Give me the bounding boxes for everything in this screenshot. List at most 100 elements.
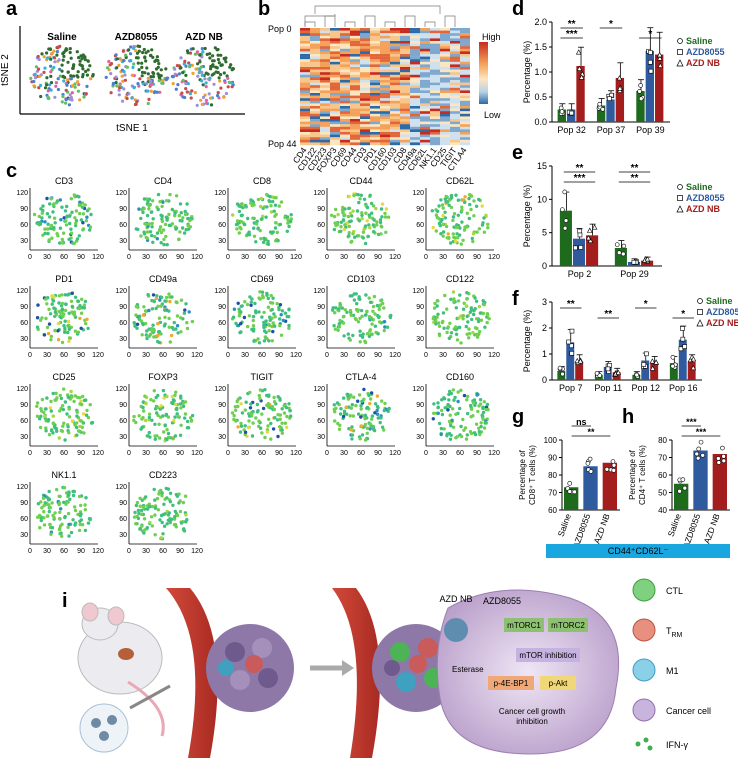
tsne-point — [146, 72, 150, 76]
heatmap-cell — [460, 56, 470, 60]
marker-plot-ytick: 120 — [412, 190, 424, 197]
marker-plot-point — [42, 516, 46, 520]
heatmap-cell — [350, 67, 360, 70]
tsne-point — [75, 50, 79, 54]
heatmap-cell — [360, 90, 370, 94]
marker-plot-point — [62, 421, 66, 425]
marker-plot-point — [442, 326, 446, 330]
marker-plot-point — [352, 395, 356, 399]
tsne-point — [85, 84, 89, 88]
marker-plot-point — [61, 407, 65, 412]
marker-plot-xtick: 120 — [290, 450, 302, 457]
marker-plot-point — [65, 412, 69, 416]
marker-plot-point — [179, 521, 184, 525]
tsne-point — [132, 46, 136, 50]
heatmap-cell — [320, 113, 330, 117]
marker-plot-xtick: 0 — [127, 352, 131, 359]
marker-plot-point — [177, 501, 181, 505]
heatmap-cell — [430, 54, 440, 57]
marker-plot-point — [141, 405, 145, 410]
heatmap-cell — [460, 41, 470, 44]
tsne-point — [205, 52, 209, 57]
heatmap-cell — [360, 87, 370, 91]
heatmap-cell — [330, 30, 340, 34]
marker-plot-point — [150, 221, 154, 226]
tsne-point — [181, 95, 185, 99]
marker-plot-point — [244, 400, 248, 404]
marker-plot-point — [271, 230, 275, 234]
heatmap-cell — [390, 69, 400, 73]
marker-plot-point — [269, 204, 273, 208]
marker-plot-title: CD3 — [55, 176, 73, 186]
tsne-point — [84, 69, 88, 74]
heatmap-cell — [440, 87, 450, 91]
marker-plot-point — [243, 424, 247, 428]
tsne-point — [138, 44, 142, 49]
significance-label: * — [681, 309, 685, 320]
heatmap-cell — [340, 51, 350, 55]
marker-plot-point — [280, 428, 284, 432]
heatmap-cell — [310, 119, 320, 122]
tsne-point — [217, 76, 221, 80]
azd-nb-particle-icon — [444, 618, 468, 642]
marker-plot-point — [173, 211, 177, 215]
chart-bar — [606, 99, 615, 122]
marker-plot-xtick: 90 — [275, 254, 283, 261]
heatmap-cell — [450, 142, 460, 146]
heatmap-cell — [350, 106, 360, 109]
marker-plot-point — [473, 432, 478, 437]
heatmap-cell — [360, 28, 370, 31]
chart-ytick-label: 1 — [542, 349, 547, 359]
tsne-point — [64, 101, 68, 105]
marker-plot-xtick: 60 — [357, 450, 365, 457]
marker-plot-point — [440, 217, 444, 222]
marker-plot-point — [361, 230, 366, 234]
dendrogram-branch — [344, 21, 356, 27]
heatmap-cell — [310, 90, 320, 94]
marker-plot-point — [447, 203, 451, 207]
heatmap-cell — [310, 46, 320, 49]
heatmap-cell — [370, 67, 380, 70]
heatmap-cell — [340, 77, 350, 81]
heatmap-cell — [450, 64, 460, 68]
marker-plot-point — [278, 303, 283, 307]
marker-plot-point — [263, 435, 267, 440]
marker-plot-point — [465, 398, 469, 402]
marker-plot-point — [165, 437, 169, 442]
tsne-point — [157, 62, 161, 66]
marker-plot-point — [246, 232, 250, 236]
marker-plot-point — [159, 241, 163, 245]
marker-plot-ytick: 120 — [412, 288, 424, 295]
heatmap-cell — [420, 108, 430, 112]
tsne-point — [84, 92, 88, 96]
chart-category-label: AZD NB — [702, 512, 722, 545]
heatmap-cell — [330, 106, 340, 109]
legend-marker — [677, 38, 683, 44]
heatmap-cell — [400, 61, 410, 65]
tsne-point — [213, 46, 217, 50]
heatmap-cell — [300, 54, 310, 57]
chart-data-point — [585, 461, 591, 466]
tsne-point — [144, 59, 148, 63]
heatmap-cell — [360, 93, 370, 96]
tsne-point — [61, 58, 65, 62]
marker-plot-point — [477, 329, 482, 334]
tsne-point — [123, 73, 127, 77]
marker-plot-point — [449, 297, 453, 301]
heatmap-cell — [360, 100, 370, 104]
marker-plot-point — [69, 231, 74, 235]
tsne-point — [86, 68, 90, 72]
marker-plot-point — [52, 295, 56, 299]
chart-bar — [586, 235, 599, 266]
tsne-point — [189, 96, 193, 100]
marker-plot-point — [359, 193, 363, 197]
heatmap-cell — [450, 108, 460, 112]
marker-plot-point — [338, 412, 343, 416]
legend-marker — [696, 319, 704, 327]
tsne-point — [33, 72, 37, 76]
heatmap-cell — [410, 108, 420, 112]
heatmap-cell — [320, 82, 330, 86]
marker-plot-point — [360, 433, 365, 437]
marker-plot-point — [251, 318, 255, 323]
heatmap-cell — [350, 72, 360, 75]
